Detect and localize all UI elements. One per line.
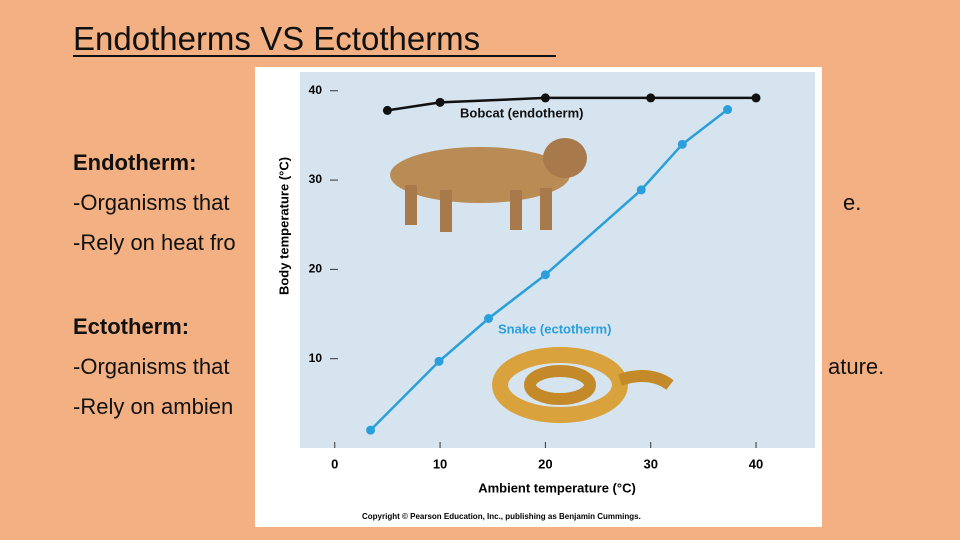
chart: Copyright © Pearson Education, Inc., pub… — [255, 67, 822, 527]
x-axis-label: Ambient temperature (°C) — [478, 480, 636, 495]
x-tick-label: 30 — [643, 456, 657, 471]
copyright: Copyright © Pearson Education, Inc., pub… — [362, 512, 641, 521]
body-text: -Rely on ambien — [73, 394, 233, 419]
data-point — [435, 97, 445, 107]
data-point — [646, 93, 656, 103]
x-tick-label: 20 — [538, 456, 552, 471]
data-point — [434, 356, 444, 366]
data-point — [540, 93, 550, 103]
x-tick-label: 10 — [433, 456, 447, 471]
x-tick-label: 0 — [331, 456, 338, 471]
data-point — [484, 313, 494, 323]
body-text: Ectotherm: — [73, 314, 189, 339]
y-tick-label: 40 — [309, 83, 323, 97]
body-text: e. — [843, 190, 861, 215]
y-tick-label: 20 — [309, 262, 323, 276]
data-point — [677, 139, 687, 149]
data-point — [382, 105, 392, 115]
body-text: -Rely on heat fro — [73, 230, 236, 255]
series-label: Bobcat (endotherm) — [460, 105, 584, 120]
slide-title: Endotherms VS Ectotherms — [73, 20, 480, 57]
data-point — [540, 270, 550, 280]
series-label: Snake (ectotherm) — [498, 321, 611, 336]
snake-illustration — [492, 347, 674, 423]
plot-area — [300, 72, 815, 448]
data-point — [723, 105, 733, 115]
y-axis-label: Body temperature (°C) — [276, 157, 291, 295]
body-text: ature. — [828, 354, 884, 379]
bobcat-illustration — [390, 138, 587, 232]
body-text: -Organisms that — [73, 190, 230, 215]
y-tick-label: 30 — [309, 172, 323, 186]
x-tick-label: 40 — [749, 456, 763, 471]
body-text: Endotherm: — [73, 150, 196, 175]
data-point — [751, 93, 761, 103]
body-text: -Organisms that — [73, 354, 230, 379]
y-tick-label: 10 — [309, 351, 323, 365]
data-point — [366, 425, 376, 435]
data-point — [636, 185, 646, 195]
